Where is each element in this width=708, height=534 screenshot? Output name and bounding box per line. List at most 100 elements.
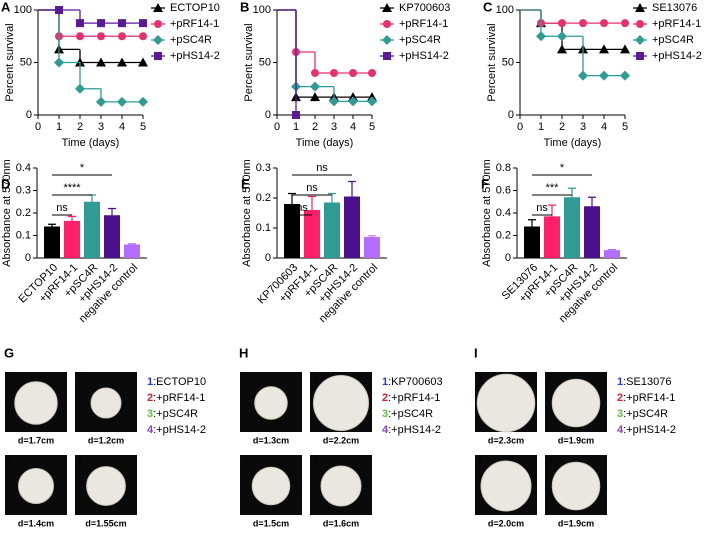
colony [476,373,536,433]
legend-entry: 4:+pHS14-2 [617,424,676,436]
tile-number: 3 [8,456,13,465]
marker [55,6,63,14]
bar [344,196,360,258]
diameter-label: d=1.6cm [323,518,359,528]
significance-label: * [80,162,85,174]
legend-label: +pHS14-2 [399,50,449,62]
significance-label: ns [56,202,68,214]
colony [313,375,369,431]
y-tick-label: 0.3 [256,162,271,174]
panel-label: C [483,0,493,14]
colony [551,461,601,511]
diameter-label: d=1.3cm [253,435,289,445]
marker [620,70,630,81]
legend-marker [382,35,392,45]
marker [620,44,630,54]
legend-name: :+pRF14-1 [388,392,440,404]
y-tick-label: 50 [502,56,514,68]
marker [76,32,84,41]
legend-label: +pRF14-1 [399,18,448,30]
marker [557,44,567,54]
legend-entry: 2:+pRF14-1 [147,392,205,404]
panel-label: G [4,345,14,360]
legend-entry: 2:+pRF14-1 [617,392,675,404]
y-tick-label: 0.2 [496,229,511,241]
legend-number: 3 [382,408,388,420]
legend-name: :+pRF14-1 [623,392,675,404]
marker [600,19,608,28]
y-tick-label: 0 [25,252,31,264]
legend-entry: 4:+pHS14-2 [382,424,441,436]
legend-name: :+pSC4R [388,408,433,420]
y-axis-title: Percent survival [4,23,16,101]
y-tick-label: 0 [26,109,32,121]
y-tick-label: 0.1 [256,222,271,234]
legend-number: 1 [147,376,153,388]
marker [599,44,609,54]
y-tick-label: 0.8 [496,162,511,174]
diameter-label: d=2.2cm [323,435,359,445]
error-bar [548,204,556,228]
legend-label: +pSC4R [399,34,441,46]
y-tick-label: 0.2 [256,192,271,204]
colony [480,460,532,512]
panel-label: D [1,176,10,191]
legend-marker [153,35,163,45]
legend-name: :SE13076 [623,376,671,388]
x-axis-title: Time (days) [296,137,354,149]
marker [348,96,358,107]
colony [251,466,291,506]
y-tick-label: 0.4 [16,162,31,174]
x-tick-label: 5 [622,121,628,133]
legend-label: +pHS14-2 [170,50,220,62]
legend-number: 4 [617,424,624,436]
marker [310,92,320,102]
x-tick-label: 4 [601,121,607,133]
significance-label: ns [306,182,318,194]
error-bar [328,192,336,212]
marker [97,19,105,28]
error-bar [68,215,76,226]
significance-label: ns [536,202,548,214]
y-tick-label: 0 [505,252,511,264]
marker [117,57,127,67]
error-bar [348,180,356,212]
marker [310,81,320,92]
legend-marker [153,3,163,12]
legend-entry: 4:+pHS14-2 [147,424,206,436]
legend-number: 2 [147,392,153,404]
legend-marker [154,20,162,28]
y-tick-label: 0 [265,109,271,121]
significance-label: **** [63,182,81,194]
y-tick-label: 0.3 [16,184,31,196]
legend-number: 3 [617,408,623,420]
legend-number: 2 [617,392,623,404]
diameter-label: d=1.5cm [253,518,289,528]
marker [367,96,377,107]
error-bar [108,207,116,222]
marker [96,57,106,67]
legend-label: +pRF14-1 [170,18,219,30]
x-tick-label: 1 [293,121,299,133]
tile-number: 1 [243,373,248,382]
panel-label: B [240,0,249,14]
bar [604,250,620,258]
legend-entry: 1:ECTOP10 [147,376,206,388]
x-tick-label: 3 [331,121,337,133]
legend-marker [383,20,391,28]
y-axis-title: Absorbance at 570nm [481,159,493,267]
y-tick-label: 0.2 [16,207,31,219]
marker [368,69,376,77]
panel-label: F [481,176,489,191]
bar [84,201,100,258]
error-bar [128,243,136,246]
marker [118,32,126,41]
tile-number: 2 [78,373,83,382]
y-tick-label: 0.4 [496,207,511,219]
x-tick-label: 3 [98,121,104,133]
y-tick-label: 50 [259,56,271,68]
legend-entry: 1:KP700603 [382,376,443,388]
x-tick-label: 2 [312,121,318,133]
marker [557,31,567,42]
